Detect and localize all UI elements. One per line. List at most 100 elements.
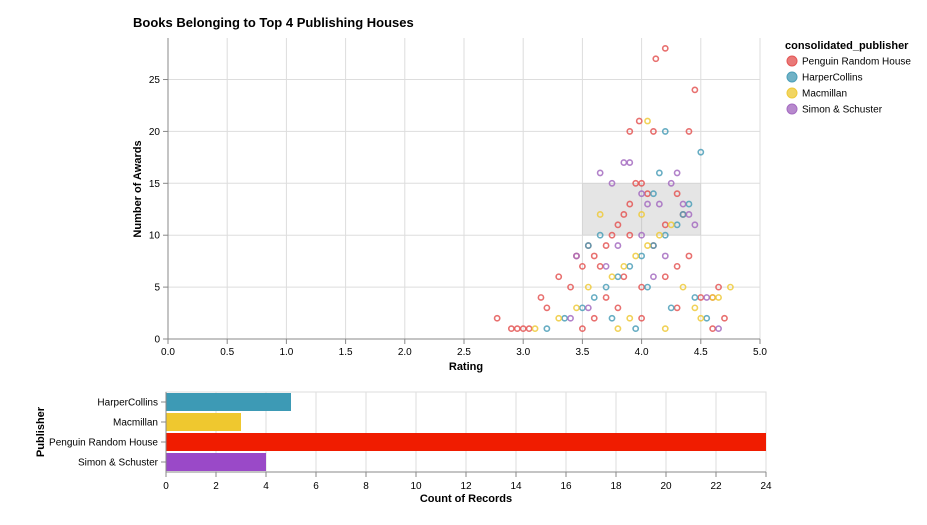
scatter-point[interactable] [513,325,521,333]
scatter-point[interactable] [531,325,539,333]
scatter-point[interactable] [638,179,645,187]
scatter-point[interactable] [584,283,592,291]
scatter-point[interactable] [596,211,604,218]
scatter-points[interactable] [493,44,734,333]
bar[interactable] [166,413,241,431]
scatter-point[interactable] [555,314,563,322]
legend-item[interactable]: Simon & Schuster [786,103,883,116]
scatter-point[interactable] [614,221,622,229]
scatter-point[interactable] [543,325,551,333]
legend-items[interactable]: Penguin Random House HarperCollins Macmill… [786,55,911,116]
scatter-point[interactable] [727,283,734,291]
scatter-point[interactable] [655,169,663,177]
scatter-point[interactable] [709,294,717,301]
scatter-point[interactable] [721,314,728,322]
scatter-point[interactable] [661,128,669,135]
scatter-point[interactable] [608,179,616,187]
scatter-point[interactable] [635,117,643,125]
scatter-point[interactable] [691,86,699,94]
scatter-point[interactable] [697,314,705,322]
scatter-point[interactable] [638,314,645,322]
scatter-point[interactable] [644,117,651,125]
scatter-point[interactable] [590,294,598,301]
scatter-point[interactable] [620,159,628,166]
scatter-point[interactable] [584,242,592,249]
scatter-point[interactable] [626,262,634,270]
scatter-point[interactable] [579,325,586,333]
scatter-point[interactable] [620,211,628,218]
scatter-point[interactable] [626,128,634,135]
scatter-point[interactable] [679,200,687,208]
scatter-point[interactable] [644,242,651,249]
scatter-point[interactable] [697,148,705,156]
scatter-point[interactable] [632,252,640,260]
bar[interactable] [166,393,291,411]
scatter-point[interactable] [626,231,634,239]
scatter-point[interactable] [667,221,675,229]
scatter-point[interactable] [655,231,663,239]
scatter-point[interactable] [525,325,533,333]
scatter-point[interactable] [596,231,604,239]
scatter-point[interactable] [579,262,586,270]
scatter-point[interactable] [602,262,610,270]
scatter-point[interactable] [644,283,651,291]
scatter-point[interactable] [596,169,604,177]
scatter-point[interactable] [650,190,657,198]
scatter-point[interactable] [644,200,651,208]
scatter-point[interactable] [661,273,669,281]
scatter-point[interactable] [608,273,616,281]
legend-item[interactable]: Macmillan [786,87,847,100]
legend[interactable]: consolidated_publisher Penguin Random Ho… [785,40,911,116]
bar[interactable] [166,453,266,471]
scatter-point[interactable] [614,325,622,333]
scatter-point[interactable] [561,314,569,322]
scatter-point[interactable] [709,325,717,333]
bar[interactable] [166,433,766,451]
scatter-point[interactable] [602,242,610,249]
scatter-point[interactable] [667,304,675,312]
scatter-point[interactable] [507,325,515,333]
scatter-point[interactable] [661,44,669,52]
scatter-point[interactable] [493,314,501,322]
scatter-point[interactable] [685,128,693,135]
scatter-point[interactable] [715,294,722,301]
scatter-point[interactable] [679,283,687,291]
legend-item[interactable]: HarperCollins [786,71,863,84]
scatter-point[interactable] [691,304,699,312]
scatter-point[interactable] [667,179,675,187]
scatter-point[interactable] [608,314,616,322]
scatter-point[interactable] [673,262,681,270]
scatter-point[interactable] [537,294,545,301]
legend-item[interactable]: Penguin Random House [786,55,911,68]
scatter-point[interactable] [650,128,657,135]
scatter-point[interactable] [715,325,722,333]
scatter-point[interactable] [626,159,634,166]
scatter-point[interactable] [673,169,681,177]
scatter-point[interactable] [602,283,610,291]
scatter-point[interactable] [567,283,574,291]
scatter-point[interactable] [602,294,610,301]
scatter-point[interactable] [590,252,598,260]
scatter-point[interactable] [691,294,699,301]
scatter-point[interactable] [614,273,622,281]
scatter-point[interactable] [555,273,563,281]
scatter-point[interactable] [620,262,628,270]
scatter-point[interactable] [573,252,580,260]
scatter-point[interactable] [614,242,622,249]
scatter-point[interactable] [638,211,645,218]
scatter-point[interactable] [620,273,628,281]
scatter-point[interactable] [703,314,711,322]
scatter-point[interactable] [652,55,660,63]
scatter-point[interactable] [573,304,580,312]
scatter-point[interactable] [673,304,681,312]
scatter-point[interactable] [650,273,657,281]
scatter-point[interactable] [638,231,645,239]
scatter-point[interactable] [661,252,669,260]
scatter-point[interactable] [650,242,657,249]
scatter-point[interactable] [685,211,693,218]
scatter-point[interactable] [626,200,634,208]
scatter-point[interactable] [638,190,645,198]
scatter-point[interactable] [673,190,681,198]
scatter-point[interactable] [567,314,574,322]
bar-chart[interactable]: 0 2 4 6 8 10 12 14 16 18 20 22 24 HarperCollinsMacmi… [35,391,772,505]
